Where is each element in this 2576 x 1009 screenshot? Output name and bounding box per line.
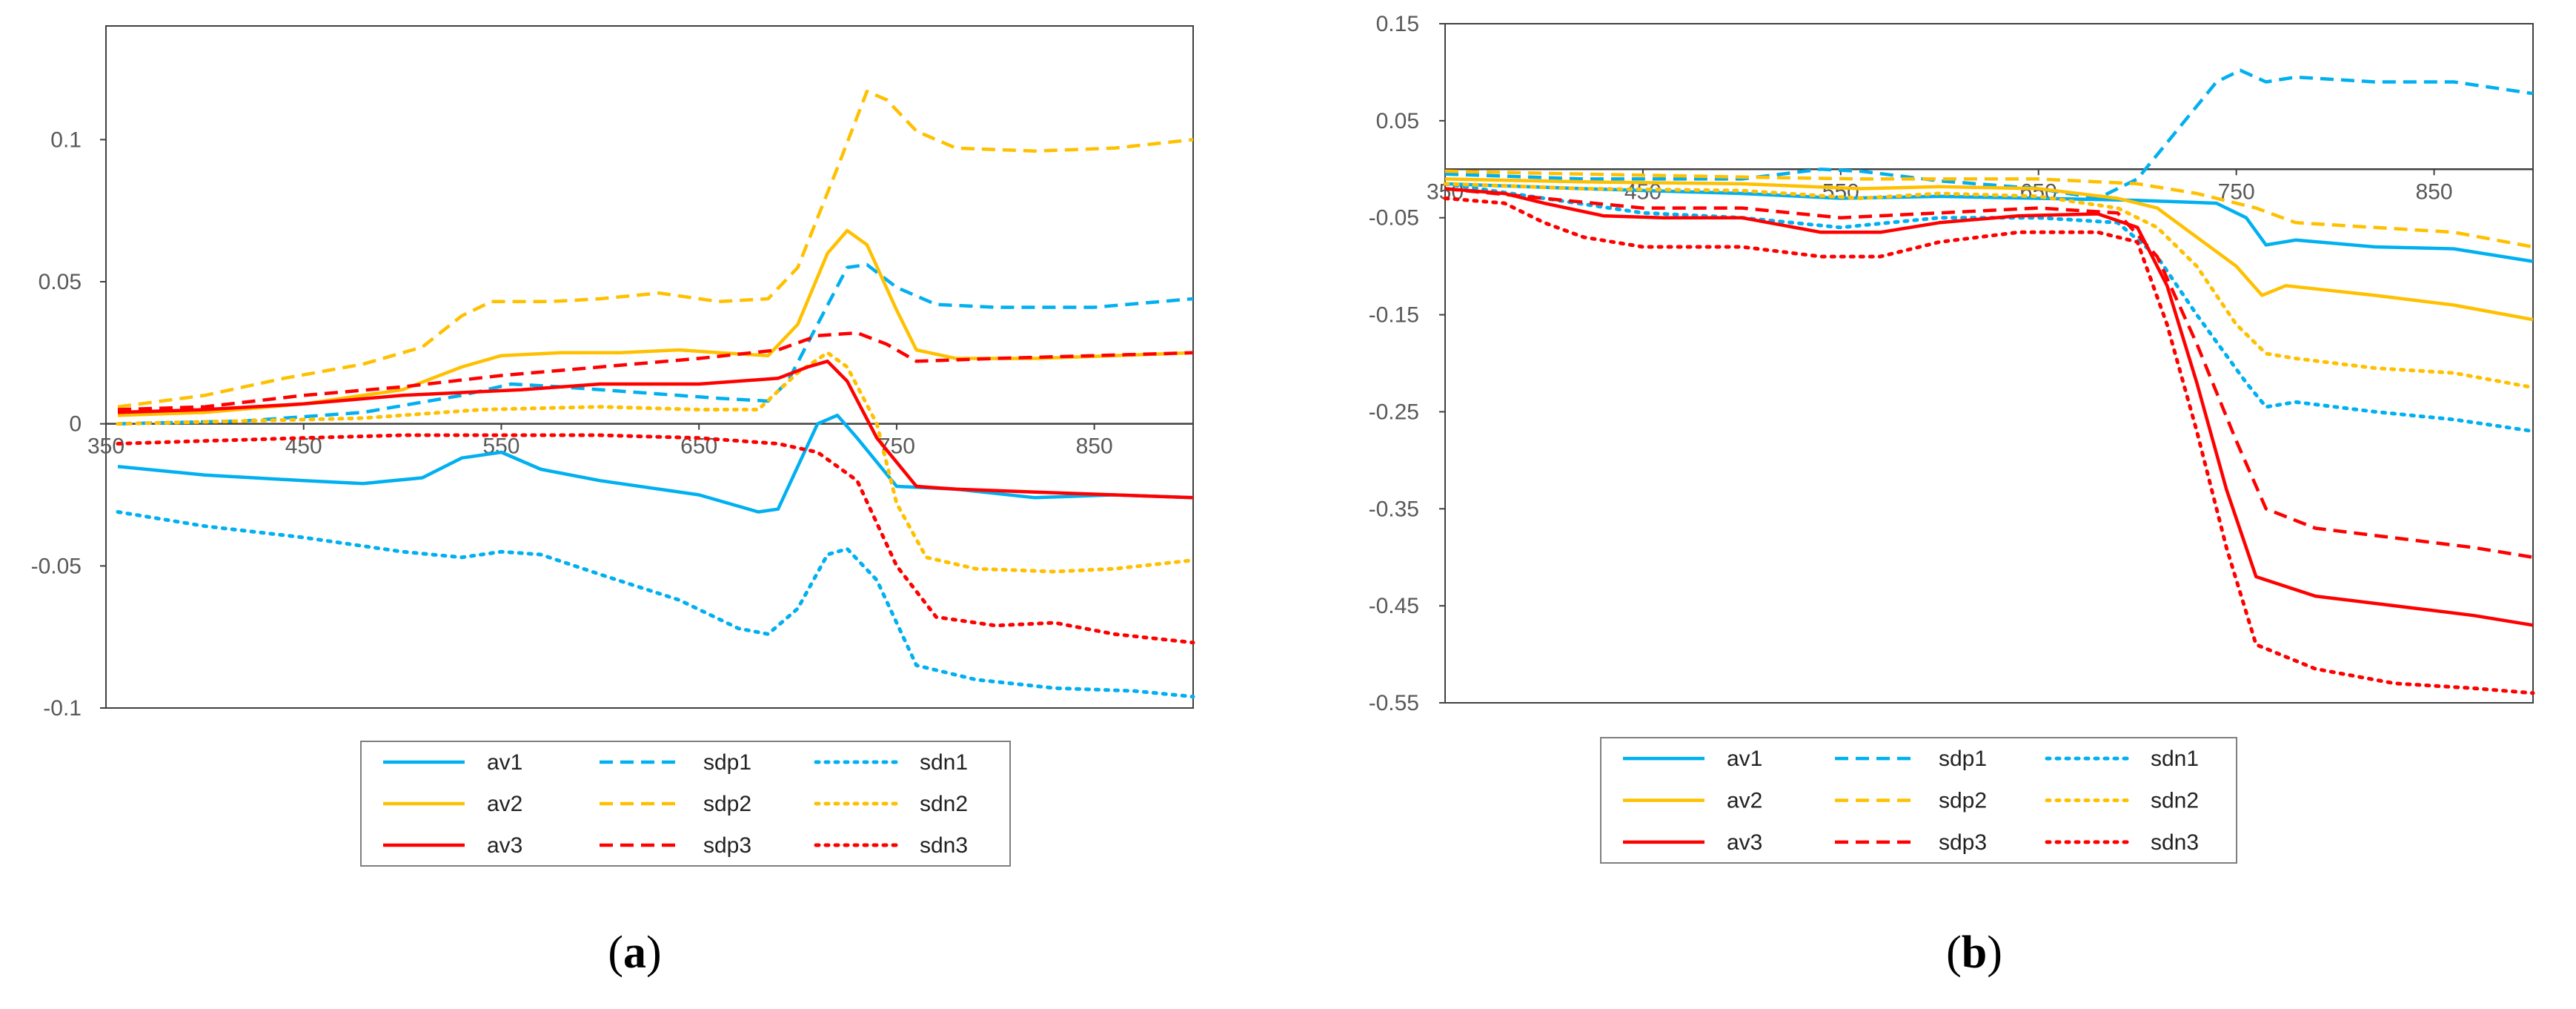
series-line-sdn1 [1443, 182, 2535, 434]
legend-label-av3: av3 [1727, 830, 1762, 855]
legend-label-av3: av3 [487, 833, 522, 858]
legend-label-sdp3: sdp3 [703, 833, 751, 858]
series-line-av3 [117, 360, 1194, 500]
legend-label-sdp2: sdp2 [703, 792, 751, 816]
legend-label-sdn3: sdn3 [2151, 830, 2199, 855]
series-line-sdp1 [1444, 68, 2534, 200]
legend-label-sdp3: sdp3 [1939, 830, 1987, 855]
x-tick-label: 550 [1822, 179, 1859, 204]
series-line-sdp2 [117, 89, 1194, 408]
y-tick-label: -0.05 [31, 554, 82, 578]
series-line-sdn2 [116, 351, 1195, 574]
legend-label-av1: av1 [1727, 747, 1762, 771]
y-tick-label: 0.15 [1376, 12, 1419, 36]
y-tick-label: 0.05 [39, 270, 82, 294]
legend-label-sdn2: sdn2 [920, 792, 968, 816]
series-line-av1 [1444, 182, 2534, 263]
y-tick-label: -0.35 [1369, 497, 1419, 521]
series-line-sdn2 [1443, 182, 2535, 390]
plot-area [105, 25, 1194, 709]
x-tick-label: 850 [2416, 179, 2453, 204]
y-tick-label: -0.1 [43, 696, 82, 721]
series-line-av2 [117, 228, 1194, 417]
series-line-av2 [1444, 177, 2534, 322]
series-line-sdn1 [116, 510, 1195, 699]
legend-label-av1: av1 [487, 750, 522, 775]
y-tick-label: -0.45 [1369, 594, 1419, 618]
series-line-sdn3 [1443, 196, 2535, 695]
plot-area [1444, 23, 2534, 704]
legend-label-sdn3: sdn3 [920, 833, 968, 858]
panel-caption: (a) [608, 927, 661, 978]
y-tick-label: -0.25 [1369, 400, 1419, 424]
legend-box [1600, 737, 2237, 864]
series-line-av3 [1444, 187, 2534, 627]
series-line-sdp3 [117, 331, 1194, 411]
legend-label-sdn1: sdn1 [2151, 747, 2199, 771]
legend-label-sdp1: sdp1 [703, 750, 751, 775]
y-tick-label: 0 [69, 412, 82, 437]
legend-label-sdp1: sdp1 [1939, 747, 1987, 771]
legend-label-av2: av2 [487, 792, 522, 816]
legend-label-av2: av2 [1727, 789, 1762, 813]
y-tick-label: 0.1 [50, 128, 82, 152]
series-line-sdp2 [1444, 169, 2534, 249]
y-tick-label: -0.55 [1369, 691, 1419, 715]
x-tick-label: 850 [1076, 434, 1113, 459]
legend-label-sdn1: sdn1 [920, 750, 968, 775]
chart-panel-b: -0.55-0.45-0.35-0.25-0.15-0.050.050.1535… [1369, 12, 2535, 978]
legend-label-sdn2: sdn2 [2151, 789, 2199, 813]
panel-caption: (b) [1946, 927, 2002, 978]
y-tick-label: -0.05 [1369, 206, 1419, 231]
series-line-sdp3 [1444, 187, 2534, 559]
y-tick-label: 0.05 [1376, 109, 1419, 133]
y-tick-label: -0.15 [1369, 303, 1419, 328]
legend-label-sdp2: sdp2 [1939, 789, 1987, 813]
x-tick-label: 350 [87, 434, 125, 459]
legend-box [360, 741, 1011, 867]
series-line-sdn3 [116, 433, 1195, 645]
